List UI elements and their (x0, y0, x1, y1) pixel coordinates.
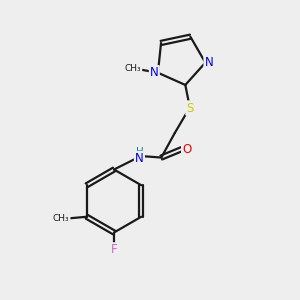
Text: S: S (186, 101, 194, 115)
Text: CH₃: CH₃ (53, 214, 70, 223)
Text: N: N (135, 152, 144, 165)
Text: N: N (205, 56, 213, 69)
Text: O: O (182, 142, 191, 156)
Text: H: H (136, 146, 143, 157)
Text: N: N (150, 66, 159, 79)
Text: CH₃: CH₃ (125, 64, 141, 73)
Text: F: F (111, 243, 117, 256)
